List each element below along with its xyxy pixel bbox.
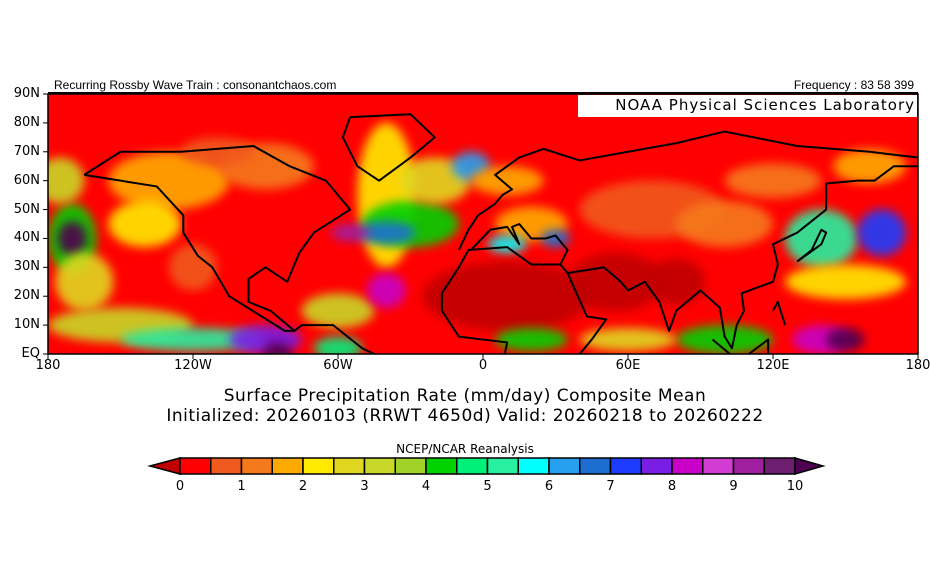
precip-region xyxy=(422,261,592,332)
colorbar-label: 3 xyxy=(360,479,369,494)
precip-region xyxy=(857,209,906,256)
coastline xyxy=(83,145,352,332)
lat-label: 60N xyxy=(13,172,40,188)
precip-region xyxy=(785,209,858,268)
lon-label: 120E xyxy=(756,358,790,373)
coastline xyxy=(559,263,608,354)
lon-label: 60W xyxy=(323,358,353,373)
precip-region xyxy=(676,200,774,248)
lat-label: 70N xyxy=(13,143,40,159)
precip-region xyxy=(785,264,906,300)
precip-region xyxy=(579,327,677,352)
lab-label: NOAA Physical Sciences Laboratory xyxy=(615,96,915,114)
map-title: Surface Precipitation Rate (mm/day) Comp… xyxy=(223,386,707,406)
precip-region xyxy=(495,327,568,352)
map-subtitle: Initialized: 20260103 (RRWT 4650d) Valid… xyxy=(166,406,764,426)
coastline xyxy=(293,324,375,354)
lat-label: 20N xyxy=(13,288,40,304)
coastline xyxy=(440,223,569,311)
precip-region xyxy=(180,137,254,167)
colorbar-label: 8 xyxy=(667,479,677,494)
lon-label: 180 xyxy=(905,358,930,373)
lat-label: 10N xyxy=(13,317,40,333)
colorbar-label: 10 xyxy=(786,479,804,494)
coastline xyxy=(772,301,787,326)
precip-region xyxy=(120,327,266,352)
precip-region xyxy=(57,221,87,256)
precip-region xyxy=(168,244,218,291)
precip-region xyxy=(487,235,527,253)
precip-region xyxy=(676,325,774,354)
lat-label: 30N xyxy=(13,259,40,275)
colorbar-label: 1 xyxy=(237,479,246,494)
colorbar-label: 7 xyxy=(606,479,615,494)
coastline xyxy=(457,130,918,251)
lat-label: EQ xyxy=(21,346,40,361)
precip-region xyxy=(263,342,293,354)
coastline xyxy=(748,338,770,354)
colorbar-label: 9 xyxy=(729,479,738,494)
colorbar-label: 4 xyxy=(421,479,431,494)
coastline xyxy=(711,338,732,354)
precip-region xyxy=(357,221,416,245)
lab-label-box xyxy=(578,95,917,117)
precip-region xyxy=(330,223,370,242)
header-left-text: Recurring Rossby Wave Train : consonantc… xyxy=(54,78,337,92)
precip-region xyxy=(48,157,85,204)
precip-region xyxy=(55,252,114,311)
colorbar-label: 6 xyxy=(544,479,554,494)
precip-region xyxy=(108,200,181,248)
colorbar-label: 0 xyxy=(175,479,185,494)
coastline xyxy=(796,228,828,263)
lat-label: 90N xyxy=(13,86,40,101)
coastline xyxy=(341,113,436,182)
lat-label: 50N xyxy=(13,201,40,217)
precip-region xyxy=(724,163,822,199)
coastline xyxy=(441,310,509,354)
precip-region xyxy=(470,166,544,196)
lon-label: 60E xyxy=(615,358,641,373)
lon-label: 0 xyxy=(478,358,488,373)
data-source-label: NCEP/NCAR Reanalysis xyxy=(396,442,534,456)
header-frequency-text: Frequency : 83 58 399 xyxy=(793,78,914,92)
precip-region xyxy=(567,252,665,311)
lon-label: 120W xyxy=(174,358,212,373)
colorbar-label: 2 xyxy=(298,479,308,494)
coastline xyxy=(567,165,918,350)
precip-region xyxy=(833,148,906,184)
precip-region xyxy=(826,327,865,352)
top-divider xyxy=(48,92,918,94)
colorbar-label: 5 xyxy=(483,479,492,494)
precip-region xyxy=(301,293,375,329)
lon-label: 180 xyxy=(35,358,61,373)
lat-label: 40N xyxy=(13,230,40,246)
precip-region xyxy=(313,336,363,354)
precip-region xyxy=(108,151,230,210)
precip-region xyxy=(647,258,706,305)
precip-region xyxy=(366,273,406,308)
lat-label: 80N xyxy=(13,114,40,130)
